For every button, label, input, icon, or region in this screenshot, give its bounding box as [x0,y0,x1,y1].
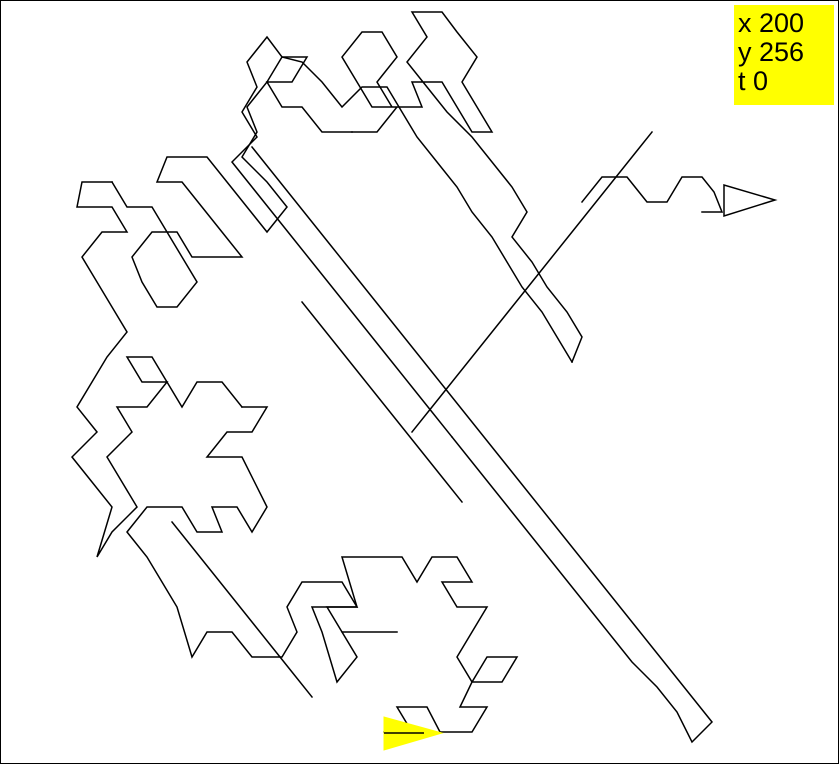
time-readout: t 0 [738,66,769,96]
turtle-status-panel: x 200 y 256 t 0 [734,5,834,105]
turtle-markers [383,183,778,751]
path-section [250,145,714,744]
path-section [325,556,519,733]
path-section [410,130,654,434]
path-section [170,520,314,699]
end-turtle-icon [723,183,778,218]
path-section [341,11,583,363]
path-section [580,176,724,213]
x-coordinate-readout: x 200 [738,8,805,38]
path-section [70,181,244,558]
path-section [230,35,574,439]
path-section [126,406,359,684]
gosper-path [70,11,724,744]
path-section [300,300,464,504]
y-coordinate-readout: y 256 [738,37,805,67]
path-section [110,56,353,308]
